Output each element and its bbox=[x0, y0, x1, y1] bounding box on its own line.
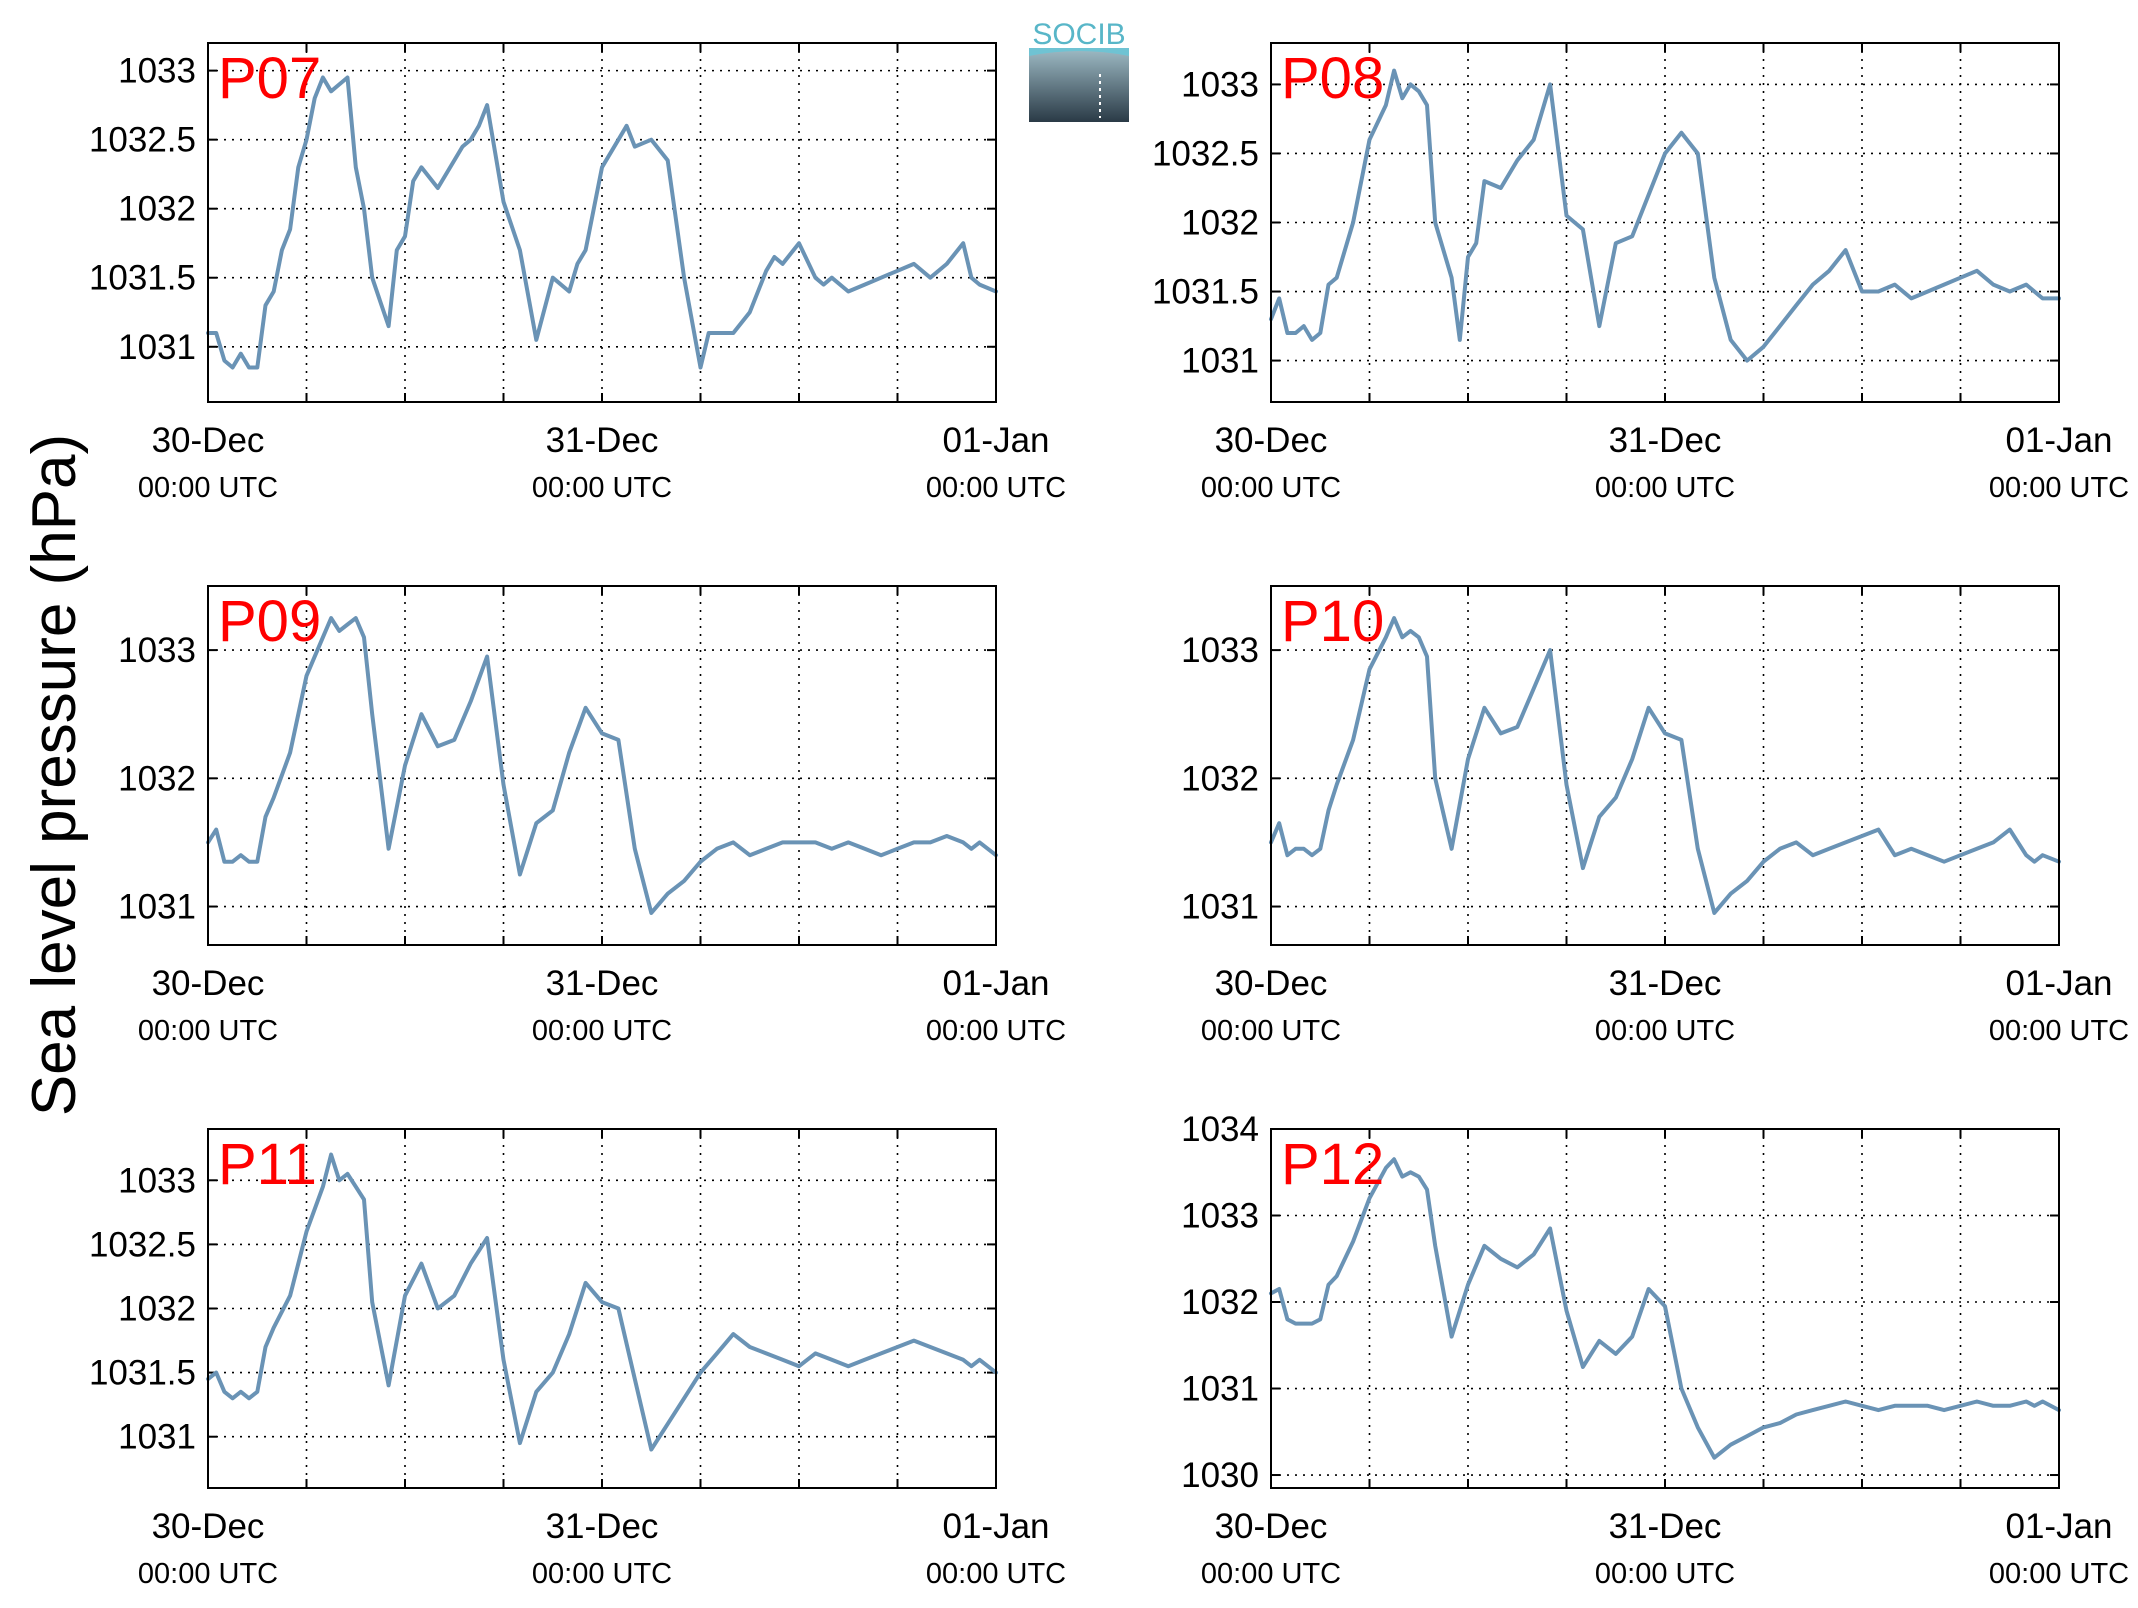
station-label: P09 bbox=[218, 589, 321, 654]
y-tick-label: 1032.5 bbox=[89, 121, 196, 160]
y-tick-label: 1031.5 bbox=[89, 1354, 196, 1393]
x-tick-label-day: 01-Jan bbox=[2005, 421, 2112, 460]
plot-area bbox=[1271, 586, 2059, 945]
x-tick-label-day: 31-Dec bbox=[546, 1507, 659, 1546]
x-tick-label-day: 01-Jan bbox=[942, 964, 1049, 1003]
y-tick-label: 1033 bbox=[1181, 631, 1259, 670]
x-tick-label-time: 00:00 UTC bbox=[1989, 1558, 2129, 1590]
axes-frame bbox=[1270, 42, 2060, 403]
y-tick-label: 1034 bbox=[1181, 1110, 1259, 1149]
x-tick-label-day: 01-Jan bbox=[942, 1507, 1049, 1546]
y-tick-label: 1031 bbox=[118, 1418, 196, 1457]
station-label: P07 bbox=[218, 46, 321, 111]
axes-frame bbox=[1270, 1128, 2060, 1489]
x-tick-label-day: 01-Jan bbox=[942, 421, 1049, 460]
x-tick-label-time: 00:00 UTC bbox=[1201, 1015, 1341, 1047]
y-tick-label: 1032.5 bbox=[89, 1225, 196, 1264]
y-tick-label: 1033 bbox=[1181, 1197, 1259, 1236]
socib-logo-text: SOCIB bbox=[1032, 18, 1125, 51]
y-tick-label: 1033 bbox=[1181, 65, 1259, 104]
x-tick-label-day: 01-Jan bbox=[2005, 964, 2112, 1003]
x-tick-label-day: 31-Dec bbox=[546, 964, 659, 1003]
series-line-p10 bbox=[1269, 616, 2061, 915]
y-tick-label: 1031 bbox=[1181, 1370, 1259, 1409]
y-tick-label: 1033 bbox=[118, 52, 196, 91]
chart-panel-p11: 1031 1031.5 1032 1032.5 1033 30-Dec 00:00 UTC 3… bbox=[89, 1128, 1066, 1590]
x-tick-label-time: 00:00 UTC bbox=[138, 472, 278, 504]
x-tick-label-day: 30-Dec bbox=[1215, 421, 1328, 460]
y-tick-label: 1030 bbox=[1181, 1456, 1259, 1495]
chart-panel-p08: 1031 1031.5 1032 1032.5 1033 30-Dec 00:00 UTC 3… bbox=[1152, 42, 2129, 504]
series-line-p07 bbox=[206, 75, 998, 370]
chart-panel-p10: 1031 1032 1033 30-Dec 00:00 UTC 31-Dec 00:00 U… bbox=[1181, 585, 2129, 1047]
series-line-p08 bbox=[1269, 68, 2061, 363]
y-tick-label: 1031 bbox=[1181, 888, 1259, 927]
chart-panel-p07: 1031 1031.5 1032 1032.5 1033 30-Dec 00:00 UTC 3… bbox=[89, 42, 1066, 504]
plot-area bbox=[208, 43, 996, 402]
x-tick-label-day: 31-Dec bbox=[1609, 1507, 1722, 1546]
y-tick-label: 1032 bbox=[118, 759, 196, 798]
chart-panel-p09: 1031 1032 1033 30-Dec 00:00 UTC 31-Dec 00:00 U… bbox=[118, 585, 1066, 1047]
y-axis-title: Sea level pressure (hPa) bbox=[20, 434, 89, 1116]
station-label: P10 bbox=[1281, 589, 1384, 654]
axes-frame bbox=[1270, 585, 2060, 946]
x-tick-label-time: 00:00 UTC bbox=[1989, 1015, 2129, 1047]
x-tick-label-day: 31-Dec bbox=[1609, 964, 1722, 1003]
y-tick-label: 1032 bbox=[118, 1290, 196, 1329]
x-tick-label-time: 00:00 UTC bbox=[532, 1015, 672, 1047]
x-tick-label-time: 00:00 UTC bbox=[532, 472, 672, 504]
x-tick-label-day: 01-Jan bbox=[2005, 1507, 2112, 1546]
x-tick-label-time: 00:00 UTC bbox=[138, 1558, 278, 1590]
y-tick-label: 1031 bbox=[118, 888, 196, 927]
x-tick-label-time: 00:00 UTC bbox=[1595, 472, 1735, 504]
x-tick-label-time: 00:00 UTC bbox=[1201, 1558, 1341, 1590]
x-tick-label-day: 30-Dec bbox=[1215, 1507, 1328, 1546]
station-label: P12 bbox=[1281, 1132, 1384, 1197]
y-tick-label: 1031.5 bbox=[89, 259, 196, 298]
x-tick-label-day: 31-Dec bbox=[546, 421, 659, 460]
x-tick-label-day: 30-Dec bbox=[1215, 964, 1328, 1003]
station-label: P11 bbox=[218, 1132, 317, 1197]
x-tick-label-time: 00:00 UTC bbox=[1595, 1015, 1735, 1047]
x-tick-label-day: 31-Dec bbox=[1609, 421, 1722, 460]
y-tick-label: 1032 bbox=[118, 190, 196, 229]
x-tick-label-time: 00:00 UTC bbox=[532, 1558, 672, 1590]
socib-logo: SOCIB bbox=[1029, 18, 1129, 122]
y-tick-label: 1033 bbox=[118, 631, 196, 670]
y-tick-label: 1031 bbox=[118, 328, 196, 367]
series-line-p09 bbox=[206, 616, 998, 915]
series-line-p11 bbox=[206, 1152, 998, 1452]
plot-area bbox=[208, 586, 996, 945]
x-tick-label-time: 00:00 UTC bbox=[926, 472, 1066, 504]
y-tick-label: 1032 bbox=[1181, 204, 1259, 243]
x-tick-label-time: 00:00 UTC bbox=[926, 1015, 1066, 1047]
axes-frame bbox=[207, 1128, 997, 1489]
x-tick-label-time: 00:00 UTC bbox=[1595, 1558, 1735, 1590]
x-tick-label-day: 30-Dec bbox=[152, 1507, 265, 1546]
x-tick-label-time: 00:00 UTC bbox=[138, 1015, 278, 1047]
axes-frame bbox=[207, 585, 997, 946]
station-label: P08 bbox=[1281, 46, 1384, 111]
y-tick-label: 1033 bbox=[118, 1161, 196, 1200]
series-line-p12 bbox=[1269, 1157, 2061, 1460]
y-tick-label: 1032 bbox=[1181, 759, 1259, 798]
y-tick-label: 1031 bbox=[1181, 342, 1259, 381]
y-tick-label: 1032 bbox=[1181, 1283, 1259, 1322]
chart-panel-p12: 1030 1031 1032 1033 1034 30-Dec 00:00 UTC 31-De… bbox=[1181, 1110, 2129, 1590]
x-tick-label-time: 00:00 UTC bbox=[1989, 472, 2129, 504]
y-tick-label: 1032.5 bbox=[1152, 134, 1259, 173]
x-tick-label-time: 00:00 UTC bbox=[1201, 472, 1341, 504]
x-tick-label-day: 30-Dec bbox=[152, 421, 265, 460]
axes-frame bbox=[207, 42, 997, 403]
x-tick-label-day: 30-Dec bbox=[152, 964, 265, 1003]
x-tick-label-time: 00:00 UTC bbox=[926, 1558, 1066, 1590]
y-tick-label: 1031.5 bbox=[1152, 273, 1259, 312]
